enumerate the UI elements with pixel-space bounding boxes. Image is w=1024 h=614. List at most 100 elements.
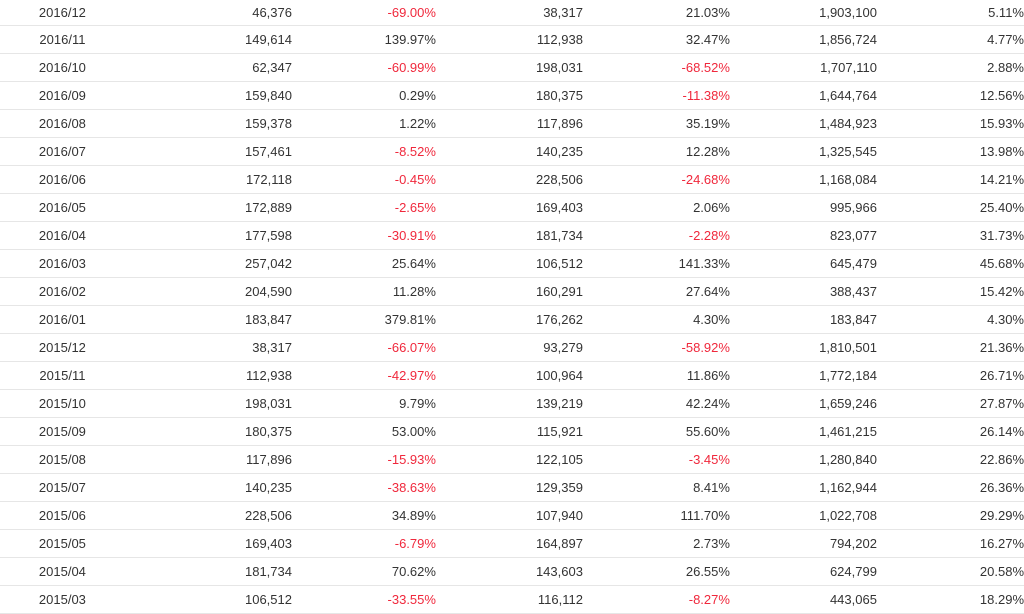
change-cell: -0.45% <box>291 165 436 194</box>
value-cell: 38,317 <box>435 0 583 26</box>
share-cell: 26.14% <box>876 417 1024 446</box>
value-cell: 117,896 <box>124 445 292 474</box>
value-cell: 129,359 <box>435 473 583 502</box>
value-cell: 117,896 <box>435 109 583 138</box>
change-cell: -2.65% <box>291 193 436 222</box>
change-cell: -66.07% <box>291 333 436 362</box>
value-cell: 159,378 <box>124 109 292 138</box>
cumulative-cell: 823,077 <box>729 221 877 250</box>
share-cell: 22.86% <box>876 445 1024 474</box>
value-cell: 112,938 <box>124 361 292 390</box>
value-cell: 46,376 <box>124 0 292 26</box>
share-cell: 2.88% <box>876 53 1024 82</box>
change-cell: -33.55% <box>291 585 436 614</box>
value-cell: 140,235 <box>435 137 583 166</box>
table-row: 2015/11 112,938 -42.97% 100,964 11.86% 1,772,… <box>0 361 1024 390</box>
cumulative-cell: 995,966 <box>729 193 877 222</box>
date-cell: 2015/06 <box>0 501 125 530</box>
share-cell: 27.87% <box>876 389 1024 418</box>
cumulative-cell: 1,707,110 <box>729 53 877 82</box>
date-cell: 2016/09 <box>0 81 125 110</box>
table-row: 2016/09 159,840 0.29% 180,375 -11.38% 1,644,7… <box>0 81 1024 110</box>
value-cell: 122,105 <box>435 445 583 474</box>
change-cell: 34.89% <box>291 501 436 530</box>
value-cell: 169,403 <box>124 529 292 558</box>
value-cell: 106,512 <box>435 249 583 278</box>
value-cell: 169,403 <box>435 193 583 222</box>
table-row: 2016/02 204,590 11.28% 160,291 27.64% 388,437… <box>0 277 1024 306</box>
value-cell: 139,219 <box>435 389 583 418</box>
table-row: 2015/08 117,896 -15.93% 122,105 -3.45% 1,280,… <box>0 445 1024 474</box>
table-row: 2016/03 257,042 25.64% 106,512 141.33% 645,47… <box>0 249 1024 278</box>
change-cell: -24.68% <box>582 165 730 194</box>
change-cell: 11.28% <box>291 277 436 306</box>
change-cell: 25.64% <box>291 249 436 278</box>
share-cell: 4.77% <box>876 25 1024 54</box>
share-cell: 5.11% <box>876 0 1024 26</box>
change-cell: 1.22% <box>291 109 436 138</box>
value-cell: 93,279 <box>435 333 583 362</box>
value-cell: 112,938 <box>435 25 583 54</box>
value-cell: 181,734 <box>124 557 292 586</box>
share-cell: 25.40% <box>876 193 1024 222</box>
share-cell: 4.30% <box>876 305 1024 334</box>
change-cell: 53.00% <box>291 417 436 446</box>
change-cell: 0.29% <box>291 81 436 110</box>
cumulative-cell: 1,772,184 <box>729 361 877 390</box>
change-cell: 9.79% <box>291 389 436 418</box>
value-cell: 228,506 <box>435 165 583 194</box>
date-cell: 2016/01 <box>0 305 125 334</box>
value-cell: 159,840 <box>124 81 292 110</box>
date-cell: 2015/03 <box>0 585 125 614</box>
cumulative-cell: 1,644,764 <box>729 81 877 110</box>
change-cell: 32.47% <box>582 25 730 54</box>
change-cell: 35.19% <box>582 109 730 138</box>
table-row: 2016/08 159,378 1.22% 117,896 35.19% 1,484,92… <box>0 109 1024 138</box>
value-cell: 181,734 <box>435 221 583 250</box>
table-row: 2016/11 149,614 139.97% 112,938 32.47% 1,856,… <box>0 25 1024 54</box>
table-row: 2015/06 228,506 34.89% 107,940 111.70% 1,022,… <box>0 501 1024 530</box>
change-cell: -8.52% <box>291 137 436 166</box>
value-cell: 257,042 <box>124 249 292 278</box>
cumulative-cell: 183,847 <box>729 305 877 334</box>
value-cell: 106,512 <box>124 585 292 614</box>
date-cell: 2015/08 <box>0 445 125 474</box>
cumulative-cell: 624,799 <box>729 557 877 586</box>
change-cell: 2.06% <box>582 193 730 222</box>
value-cell: 183,847 <box>124 305 292 334</box>
cumulative-cell: 1,659,246 <box>729 389 877 418</box>
cumulative-cell: 1,168,084 <box>729 165 877 194</box>
table-row: 2016/06 172,118 -0.45% 228,506 -24.68% 1,168,… <box>0 165 1024 194</box>
cumulative-cell: 1,810,501 <box>729 333 877 362</box>
table-row: 2015/03 106,512 -33.55% 116,112 -8.27% 443,06… <box>0 585 1024 614</box>
change-cell: 111.70% <box>582 501 730 530</box>
date-cell: 2016/06 <box>0 165 125 194</box>
value-cell: 180,375 <box>435 81 583 110</box>
cumulative-cell: 1,856,724 <box>729 25 877 54</box>
table-row: 2016/12 46,376 -69.00% 38,317 21.03% 1,903,10… <box>0 0 1024 26</box>
date-cell: 2015/07 <box>0 473 125 502</box>
cumulative-cell: 794,202 <box>729 529 877 558</box>
date-cell: 2016/05 <box>0 193 125 222</box>
value-cell: 116,112 <box>435 585 583 614</box>
change-cell: -60.99% <box>291 53 436 82</box>
change-cell: 55.60% <box>582 417 730 446</box>
table-row: 2015/04 181,734 70.62% 143,603 26.55% 624,799… <box>0 557 1024 586</box>
table-row: 2015/10 198,031 9.79% 139,219 42.24% 1,659,24… <box>0 389 1024 418</box>
share-cell: 15.93% <box>876 109 1024 138</box>
change-cell: -3.45% <box>582 445 730 474</box>
date-cell: 2015/05 <box>0 529 125 558</box>
value-cell: 149,614 <box>124 25 292 54</box>
table-row: 2015/07 140,235 -38.63% 129,359 8.41% 1,162,9… <box>0 473 1024 502</box>
date-cell: 2016/02 <box>0 277 125 306</box>
value-cell: 198,031 <box>435 53 583 82</box>
change-cell: -6.79% <box>291 529 436 558</box>
value-cell: 107,940 <box>435 501 583 530</box>
change-cell: 4.30% <box>582 305 730 334</box>
share-cell: 16.27% <box>876 529 1024 558</box>
cumulative-cell: 1,162,944 <box>729 473 877 502</box>
share-cell: 12.56% <box>876 81 1024 110</box>
date-cell: 2016/10 <box>0 53 125 82</box>
change-cell: 42.24% <box>582 389 730 418</box>
